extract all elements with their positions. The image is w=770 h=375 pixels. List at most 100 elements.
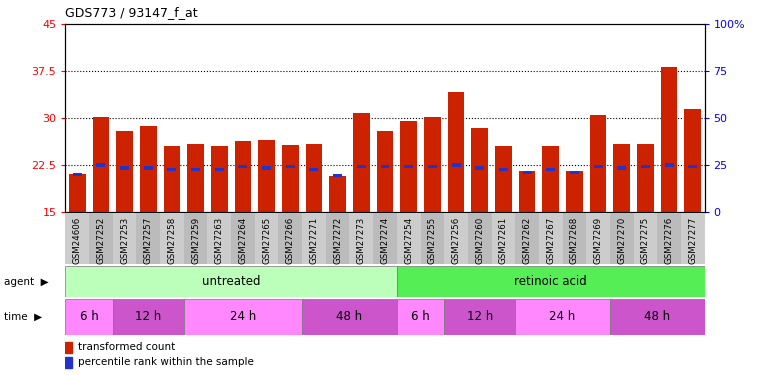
Text: 48 h: 48 h — [336, 310, 363, 323]
Bar — [112, 213, 136, 264]
Bar — [590, 115, 606, 212]
Text: GSM27255: GSM27255 — [428, 217, 437, 264]
Bar — [211, 146, 228, 212]
Bar — [164, 146, 180, 212]
Bar — [594, 165, 603, 168]
Text: GSM27275: GSM27275 — [641, 217, 650, 264]
Bar — [207, 213, 231, 264]
Text: percentile rank within the sample: percentile rank within the sample — [78, 357, 253, 367]
Text: 24 h: 24 h — [550, 310, 576, 323]
Text: GSM27263: GSM27263 — [215, 217, 224, 264]
Text: retinoic acid: retinoic acid — [514, 275, 587, 288]
Text: GSM27270: GSM27270 — [618, 217, 626, 264]
Bar — [373, 213, 397, 264]
Bar — [310, 168, 319, 171]
Text: GSM27274: GSM27274 — [380, 217, 390, 264]
Bar — [661, 67, 678, 212]
Bar — [420, 213, 444, 264]
Bar — [330, 176, 346, 212]
Bar — [570, 171, 579, 174]
Bar — [69, 174, 85, 212]
Bar — [65, 266, 397, 297]
Bar — [187, 144, 204, 212]
Bar — [116, 130, 133, 212]
Text: GSM27252: GSM27252 — [96, 217, 105, 264]
Bar — [112, 299, 184, 334]
Bar — [255, 213, 279, 264]
Text: GSM27265: GSM27265 — [262, 217, 271, 264]
Bar — [120, 166, 129, 170]
Bar — [191, 168, 200, 171]
Bar — [685, 109, 701, 212]
Bar — [515, 213, 539, 264]
Text: GSM24606: GSM24606 — [73, 217, 82, 264]
Bar — [400, 121, 417, 212]
Bar — [65, 213, 89, 264]
Bar — [184, 299, 302, 334]
Text: GDS773 / 93147_f_at: GDS773 / 93147_f_at — [65, 6, 198, 19]
Bar — [235, 141, 251, 212]
Bar — [566, 171, 583, 212]
Bar — [140, 126, 156, 212]
Bar — [239, 165, 247, 168]
Text: GSM27257: GSM27257 — [144, 217, 152, 264]
Bar — [468, 213, 491, 264]
Text: untreated: untreated — [202, 275, 260, 288]
Bar — [637, 144, 654, 212]
Bar — [231, 213, 255, 264]
Bar — [634, 213, 658, 264]
Bar — [262, 166, 271, 170]
Bar — [444, 213, 468, 264]
Bar — [167, 168, 176, 171]
Bar — [614, 144, 630, 212]
Bar — [279, 213, 302, 264]
Text: transformed count: transformed count — [78, 342, 175, 352]
Bar — [586, 213, 610, 264]
Bar — [184, 213, 207, 264]
Bar — [475, 166, 484, 170]
Text: GSM27272: GSM27272 — [333, 217, 342, 264]
Bar — [519, 171, 535, 212]
Bar — [397, 266, 705, 297]
Text: GSM27259: GSM27259 — [191, 217, 200, 264]
Bar — [515, 299, 610, 334]
Bar — [353, 113, 370, 212]
Bar — [136, 213, 160, 264]
Bar — [302, 299, 397, 334]
Bar — [357, 165, 366, 168]
Bar — [259, 140, 275, 212]
Text: GSM27268: GSM27268 — [570, 217, 579, 264]
Bar — [563, 213, 586, 264]
Bar — [495, 146, 511, 212]
Bar — [380, 165, 390, 168]
Text: GSM27271: GSM27271 — [310, 217, 319, 264]
Text: GSM27258: GSM27258 — [167, 217, 176, 264]
Bar — [665, 163, 674, 167]
Bar — [144, 166, 152, 170]
Bar — [89, 213, 112, 264]
Bar — [286, 165, 295, 168]
Bar — [610, 299, 705, 334]
Bar — [688, 165, 697, 168]
Text: GSM27267: GSM27267 — [546, 217, 555, 264]
Bar — [451, 163, 460, 167]
Text: 24 h: 24 h — [230, 310, 256, 323]
Bar — [444, 299, 515, 334]
Bar — [65, 357, 72, 368]
Bar — [428, 165, 437, 168]
Bar — [424, 117, 440, 212]
Bar — [658, 213, 681, 264]
Bar — [397, 213, 420, 264]
Bar — [92, 117, 109, 212]
Bar — [471, 128, 488, 212]
Text: GSM27261: GSM27261 — [499, 217, 508, 264]
Text: GSM27276: GSM27276 — [665, 217, 674, 264]
Bar — [546, 168, 555, 171]
Bar — [397, 299, 444, 334]
Text: 48 h: 48 h — [644, 310, 670, 323]
Text: 6 h: 6 h — [80, 310, 99, 323]
Text: GSM27264: GSM27264 — [239, 217, 247, 264]
Bar — [350, 213, 373, 264]
Bar — [447, 92, 464, 212]
Bar — [610, 213, 634, 264]
